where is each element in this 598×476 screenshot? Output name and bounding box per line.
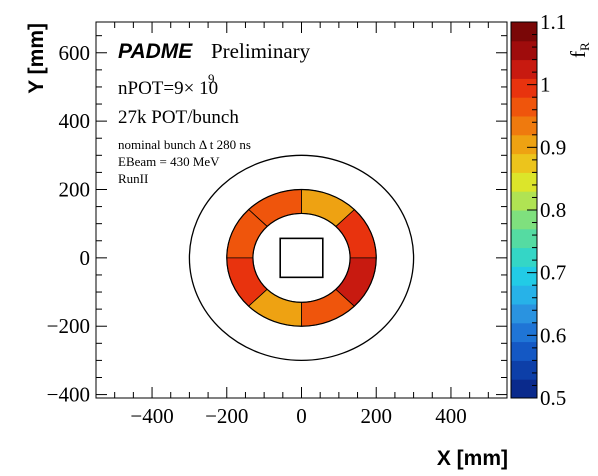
z-tick-label: 1 <box>540 73 551 97</box>
color-scale-band <box>511 322 537 343</box>
ring-outer-edge <box>226 188 377 327</box>
color-scale-band <box>511 22 537 42</box>
z-tick-label: 1.1 <box>540 10 566 34</box>
central-hole-square <box>279 237 324 279</box>
z-tick-label: 0.5 <box>540 386 566 410</box>
npot-exponent: 9 <box>208 71 215 86</box>
status-label: Preliminary <box>211 39 311 63</box>
z-axis-title: fR <box>566 42 592 58</box>
y-tick-label: −200 <box>47 314 90 338</box>
color-scale-band <box>511 172 537 192</box>
color-scale-band <box>511 247 537 267</box>
color-scale-band <box>511 360 537 380</box>
z-tick-label: 0.6 <box>540 323 566 347</box>
z-tick-label: 0.7 <box>540 261 566 285</box>
outer-boundary-circle <box>188 154 415 362</box>
x-axis-title: X [mm] <box>437 447 508 470</box>
z-axis-title-sub: R <box>577 42 592 51</box>
y-tick-label: −400 <box>47 383 90 407</box>
color-scale-band <box>511 78 537 98</box>
color-scale-band <box>511 210 537 230</box>
y-axis-title: Y [mm] <box>25 23 48 94</box>
color-scale-band <box>511 266 537 286</box>
ebeam-label: EBeam = 430 MeV <box>118 154 220 169</box>
pot-bunch-label: 27k POT/bunch <box>118 107 239 128</box>
z-axis-title-main: f <box>566 51 590 58</box>
color-scale-band <box>511 97 537 117</box>
run-label: RunII <box>118 171 148 186</box>
npot-label: nPOT=9× 10 <box>118 78 218 99</box>
x-tick-label: 0 <box>296 404 307 428</box>
y-tick-label: 400 <box>59 109 91 133</box>
color-scale-band <box>511 116 537 136</box>
color-scale-band <box>511 228 537 249</box>
detector-geometry <box>188 154 415 362</box>
annotations: PADME Preliminary nPOT=9× 10 9 27k POT/b… <box>118 39 311 186</box>
color-scale: 0.5 0.6 0.7 0.8 0.9 1 1.1 <box>510 10 566 410</box>
x-tick-label: 400 <box>435 404 467 428</box>
x-tick-label: −200 <box>205 404 248 428</box>
x-tick-label: 200 <box>360 404 392 428</box>
color-scale-band <box>511 285 537 305</box>
y-tick-label: 0 <box>80 246 91 270</box>
y-tick-label: 600 <box>59 41 91 65</box>
color-scale-band <box>511 40 537 61</box>
z-tick-label: 0.8 <box>540 198 566 222</box>
bunch-spacing-label: nominal bunch Δ t 280 ns <box>118 137 251 152</box>
color-scale-band <box>511 134 537 155</box>
color-scale-band <box>511 191 537 211</box>
y-tick-label: 200 <box>59 177 91 201</box>
axis-ticks: −400 −200 0 200 400 −400 −200 0 200 400 600 <box>47 22 507 428</box>
z-tick-label: 0.9 <box>540 135 566 159</box>
color-scale-band <box>511 153 537 173</box>
x-tick-label: −400 <box>130 404 173 428</box>
ring-inner-edge <box>252 212 351 303</box>
color-scale-band <box>511 59 537 79</box>
color-scale-band <box>511 341 537 361</box>
brand-label: PADME <box>118 40 193 63</box>
color-scale-band <box>511 304 537 324</box>
color-scale-band <box>511 379 537 399</box>
